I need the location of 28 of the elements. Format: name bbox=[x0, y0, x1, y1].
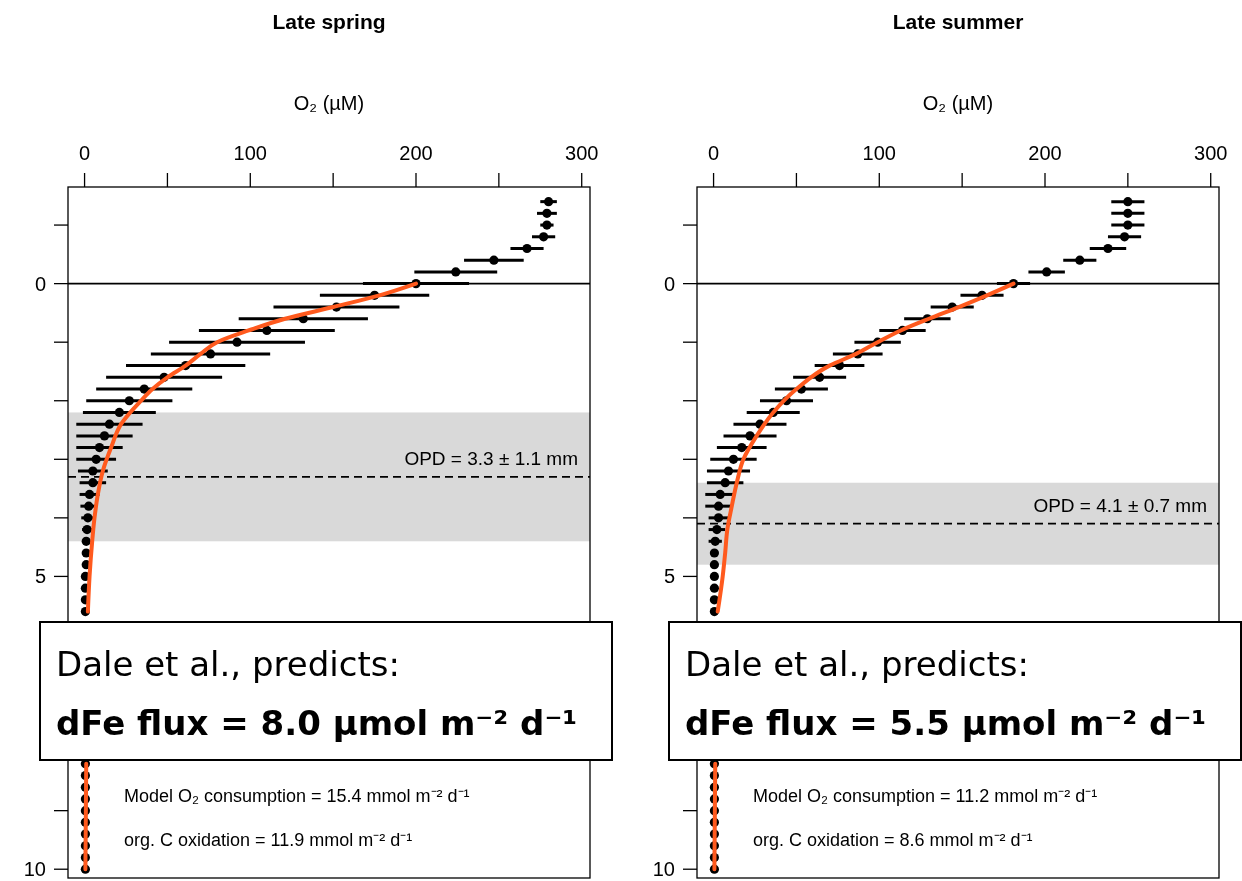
ref-line-label: OPD = 3.3 ± 1.1 mm bbox=[404, 447, 578, 469]
ref-line-label: OPD = 4.1 ± 0.7 mm bbox=[1033, 494, 1207, 516]
x-tick-label: 200 bbox=[1028, 142, 1062, 164]
annotation: org. C oxidation = 11.9 mmol m⁻² d⁻¹ bbox=[124, 830, 413, 850]
annotation: Dale et al., predicts: bbox=[56, 644, 400, 684]
annotation: org. C oxidation = 8.6 mmol m⁻² d⁻¹ bbox=[753, 830, 1033, 850]
x-tick-label: 100 bbox=[862, 142, 896, 164]
y-tick-label: 0 bbox=[663, 272, 675, 295]
y-tick-label: 0 bbox=[34, 272, 46, 295]
chart-title: Late spring bbox=[272, 10, 386, 33]
annotation: dFe flux = 8.0 µmol m⁻² d⁻¹ bbox=[56, 703, 578, 743]
y-tick-label: 5 bbox=[34, 565, 46, 588]
y-tick-label: 10 bbox=[23, 858, 46, 881]
x-tick-label: 0 bbox=[708, 142, 720, 164]
annotation: Dale et al., predicts: bbox=[685, 644, 1029, 684]
annotation: dFe flux = 5.5 µmol m⁻² d⁻¹ bbox=[685, 703, 1207, 743]
x-axis-title: O₂ (µM) bbox=[922, 92, 994, 114]
x-tick-label: 0 bbox=[79, 142, 91, 164]
x-tick-label: 300 bbox=[1194, 142, 1228, 164]
x-tick-label: 100 bbox=[233, 142, 267, 164]
annotation: Model O₂ consumption = 15.4 mmol m⁻² d⁻¹ bbox=[124, 786, 470, 806]
x-tick-label: 300 bbox=[565, 142, 599, 164]
x-tick-label: 200 bbox=[399, 142, 433, 164]
y-tick-label: 10 bbox=[652, 858, 675, 881]
chart-title: Late summer bbox=[892, 10, 1024, 33]
annotation: Model O₂ consumption = 11.2 mmol m⁻² d⁻¹ bbox=[753, 786, 1098, 806]
y-tick-label: 5 bbox=[663, 565, 675, 588]
x-axis-title: O₂ (µM) bbox=[293, 92, 365, 114]
